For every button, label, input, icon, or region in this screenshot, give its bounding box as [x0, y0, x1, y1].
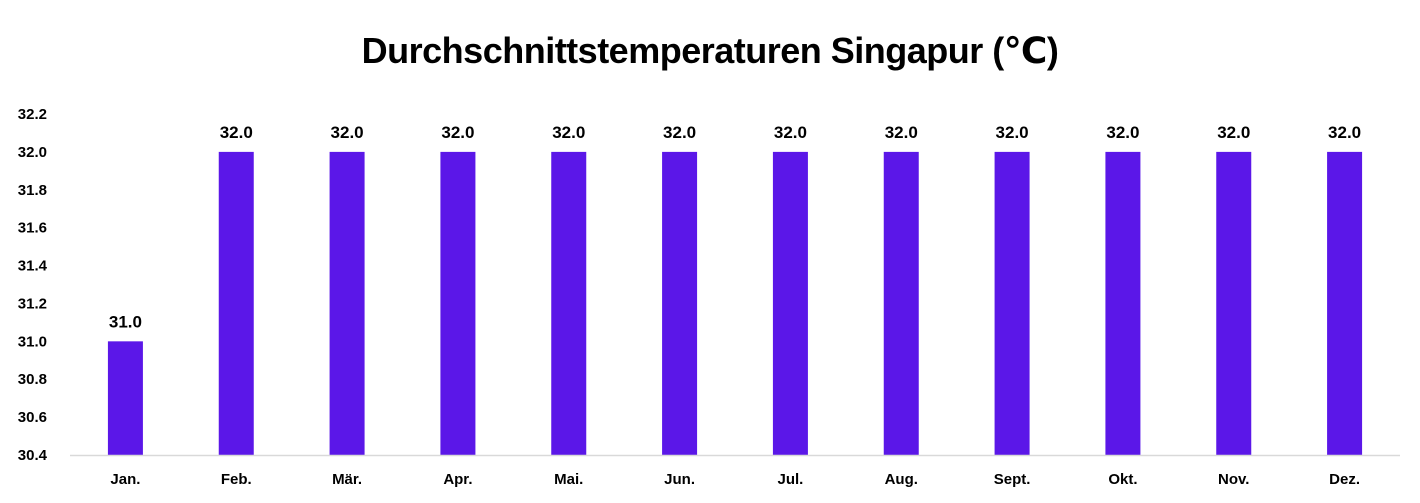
bar [329, 151, 365, 455]
data-label: 32.0 [774, 123, 807, 142]
bar [1216, 151, 1252, 455]
y-tick-label: 30.8 [18, 371, 47, 388]
y-tick-label: 30.6 [18, 409, 47, 426]
x-tick-label: Nov. [1218, 471, 1249, 488]
y-tick-label: 31.4 [18, 258, 48, 275]
x-tick-label: Aug. [885, 471, 918, 488]
y-tick-label: 32.2 [18, 106, 47, 123]
data-label: 32.0 [1328, 123, 1361, 142]
data-label: 32.0 [220, 123, 253, 142]
y-tick-label: 32.0 [18, 144, 47, 161]
x-tick-label: Dez. [1329, 471, 1360, 488]
y-tick-label: 31.8 [18, 182, 47, 199]
data-label: 32.0 [331, 123, 364, 142]
bar [662, 151, 698, 455]
x-tick-label: Jan. [110, 471, 140, 488]
bar [1327, 151, 1363, 455]
y-tick-label: 31.2 [18, 295, 47, 312]
data-label: 32.0 [663, 123, 696, 142]
data-label: 32.0 [885, 123, 918, 142]
x-tick-label: Okt. [1108, 471, 1137, 488]
bar [440, 151, 476, 455]
bar [551, 151, 587, 455]
data-label: 31.0 [109, 312, 142, 331]
data-label: 32.0 [1106, 123, 1139, 142]
bar [1105, 151, 1141, 455]
chart-title: Durchschnittstemperaturen Singapur (℃) [361, 30, 1059, 71]
bar [883, 151, 919, 455]
x-tick-label: Sept. [994, 471, 1031, 488]
x-tick-label: Jun. [664, 471, 695, 488]
x-tick-label: Feb. [221, 471, 252, 488]
y-tick-label: 31.6 [18, 220, 47, 237]
data-label: 32.0 [441, 123, 474, 142]
y-tick-label: 30.4 [18, 447, 48, 464]
x-tick-label: Jul. [777, 471, 803, 488]
bar [772, 151, 808, 455]
bar [994, 151, 1030, 455]
bar [107, 341, 143, 455]
x-tick-label: Apr. [443, 471, 472, 488]
data-label: 32.0 [1217, 123, 1250, 142]
x-tick-label: Mai. [554, 471, 583, 488]
data-label: 32.0 [996, 123, 1029, 142]
x-tick-label: Mär. [332, 471, 362, 488]
data-label: 32.0 [552, 123, 585, 142]
bar [218, 151, 254, 455]
y-tick-label: 31.0 [18, 333, 47, 350]
